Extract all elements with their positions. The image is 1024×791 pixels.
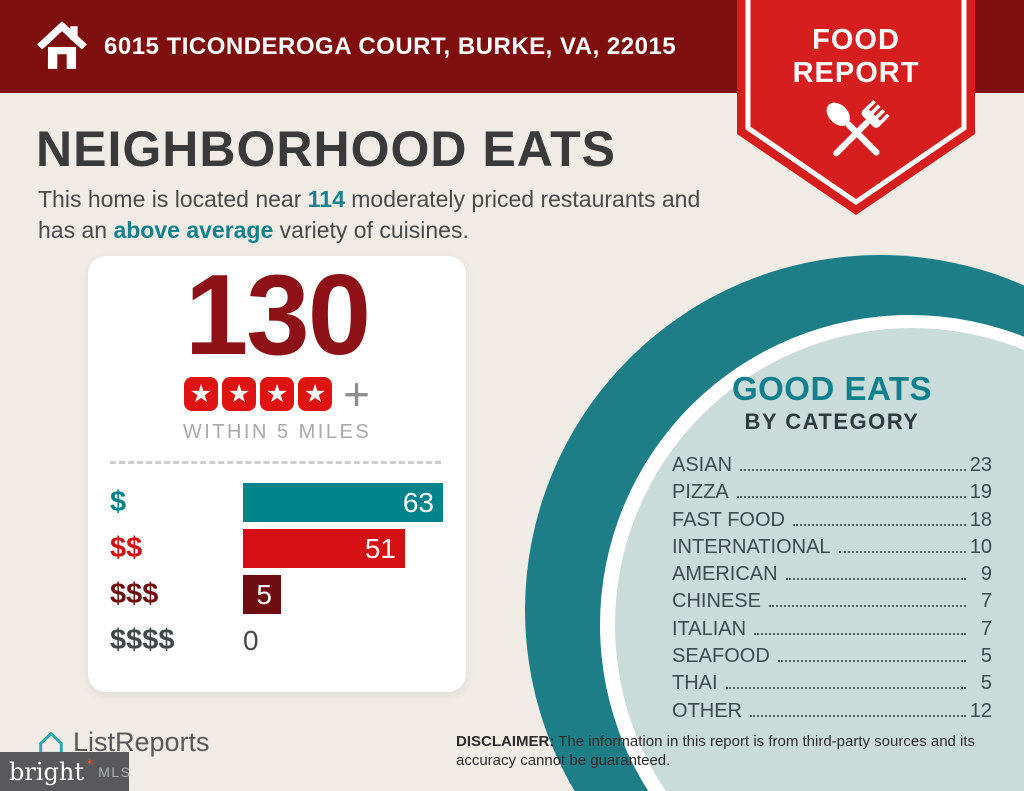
category-count: 12	[969, 699, 992, 722]
category-name: PIZZA	[672, 481, 729, 504]
star-icon: ★	[260, 377, 295, 412]
category-name: ITALIAN	[672, 617, 747, 640]
price-tier-label: $$	[110, 532, 143, 565]
dotted-leader	[785, 578, 966, 581]
category-name: AMERICAN	[672, 563, 778, 586]
category-row: FAST FOOD 18	[672, 509, 992, 536]
good-eats-subtitle: BY CATEGORY	[744, 409, 920, 434]
category-count: 9	[980, 563, 992, 586]
category-name: THAI	[672, 672, 718, 695]
price-bar-row: $$ 51	[110, 529, 466, 569]
category-name: ASIAN	[672, 454, 733, 476]
price-bar: 5	[243, 575, 281, 615]
star-rating-tiles: ★ ★ ★ ★	[184, 377, 333, 412]
listreports-house-icon	[39, 731, 63, 755]
page-title: NEIGHBORHOOD EATS	[36, 121, 616, 177]
price-bar: 63	[243, 483, 443, 523]
category-row: THAI 5	[672, 672, 992, 699]
category-count: 10	[969, 535, 992, 558]
price-tier-label: $$$$	[110, 624, 175, 657]
dotted-leader	[740, 469, 966, 471]
category-count: 19	[969, 481, 992, 504]
dashed-divider	[110, 461, 441, 465]
dotted-leader	[754, 632, 966, 635]
fork-spoon-icon	[826, 99, 890, 157]
price-bar-row: $$$ 5	[110, 575, 466, 615]
good-eats-title: GOOD EATS	[731, 370, 933, 407]
property-address: 6015 TICONDEROGA COURT, BURKE, VA, 22015	[104, 32, 677, 60]
category-name: CHINESE	[672, 590, 761, 613]
price-bar-value: 51	[364, 532, 396, 564]
price-bar: 51	[243, 529, 405, 569]
price-tier-label: $$$	[110, 578, 159, 611]
radius-label: WITHIN 5 MILES	[182, 421, 372, 444]
dotted-leader	[736, 496, 966, 499]
disclaimer-text: The information in this report is from t…	[456, 733, 976, 769]
dotted-leader	[792, 523, 966, 526]
dotted-leader	[768, 605, 966, 608]
star-icon: ★	[184, 377, 219, 412]
price-bar-row: $$$$ 0	[110, 621, 466, 660]
price-bar-chart: $63 $$ 51 $$$ 5 $$$$ 0	[88, 483, 466, 660]
restaurant-count-inline: 114	[307, 186, 345, 212]
home-icon	[37, 20, 87, 69]
category-name: OTHER	[672, 699, 742, 722]
category-count: 7	[980, 590, 992, 613]
price-bar-row: $63	[110, 483, 466, 523]
category-name: INTERNATIONAL	[672, 535, 831, 558]
category-row: ITALIAN 7	[672, 618, 992, 645]
restaurant-count-card: 130 ★ ★ ★ ★ + WITHIN 5 MILES $63 $$ 51 $$$ 5 $$$…	[88, 256, 466, 692]
star-icon: ★	[298, 377, 333, 412]
badge-line1: FOOD	[812, 24, 900, 56]
dotted-leader	[777, 660, 966, 663]
category-row: ASIAN 23	[672, 454, 992, 481]
price-bar-value: 5	[256, 578, 272, 610]
price-bar-value: 63	[402, 486, 434, 518]
category-row: CHINESE 7	[672, 590, 992, 617]
price-bar-value-zero: 0	[243, 624, 259, 656]
dotted-leader	[838, 550, 966, 553]
star-rating: ★ ★ ★ ★ +	[88, 368, 466, 421]
summary-part4: variety of cuisines.	[273, 217, 469, 243]
dotted-leader	[750, 714, 966, 717]
ribbon-shape	[737, 0, 975, 215]
brightmls-logo: bright ✶ MLS	[0, 752, 132, 791]
plus-icon: +	[343, 368, 370, 421]
category-row: PIZZA 19	[672, 481, 992, 508]
category-name: FAST FOOD	[672, 508, 785, 531]
summary-part2: moderately priced restaurants and	[344, 186, 701, 212]
variety-highlight: above average	[113, 217, 274, 243]
category-count: 18	[969, 508, 992, 531]
disclaimer-label: DISCLAIMER:	[456, 733, 555, 750]
category-count: 5	[980, 672, 992, 695]
category-count: 23	[969, 454, 992, 476]
listreports-logo: ListReports	[36, 727, 210, 758]
star-icon: ★	[222, 377, 257, 412]
mls-wordmark: MLS	[98, 763, 132, 780]
summary-part1: This home is located near	[38, 186, 308, 212]
category-name: SEAFOOD	[672, 645, 770, 668]
bright-wordmark: bright	[9, 757, 84, 786]
category-row: INTERNATIONAL 10	[672, 536, 992, 563]
dotted-leader	[725, 687, 966, 690]
price-tier-label: $	[110, 486, 127, 519]
summary-text: This home is located near 114 moderately…	[38, 184, 738, 246]
category-row: AMERICAN 9	[672, 563, 992, 590]
disclaimer: DISCLAIMER: The information in this repo…	[456, 732, 990, 770]
badge-title: FOOD REPORT	[737, 24, 975, 90]
category-count: 5	[980, 645, 992, 668]
category-list: ASIAN 23 PIZZA 19 FAST FOOD 18 INTERNATIONAL 10…	[672, 454, 992, 727]
category-row: OTHER 12	[672, 700, 992, 727]
restaurant-total: 130	[184, 252, 371, 379]
bright-star-icon: ✶	[84, 757, 95, 769]
good-eats-panel: GOOD EATS BY CATEGORY ASIAN 23 PIZZA 19 FAST…	[672, 370, 992, 727]
summary-part3: has an	[38, 217, 114, 243]
category-count: 7	[980, 617, 992, 640]
badge-line2: REPORT	[792, 57, 920, 89]
food-report-badge: FOOD REPORT	[737, 0, 975, 215]
category-row: SEAFOOD 5	[672, 645, 992, 672]
